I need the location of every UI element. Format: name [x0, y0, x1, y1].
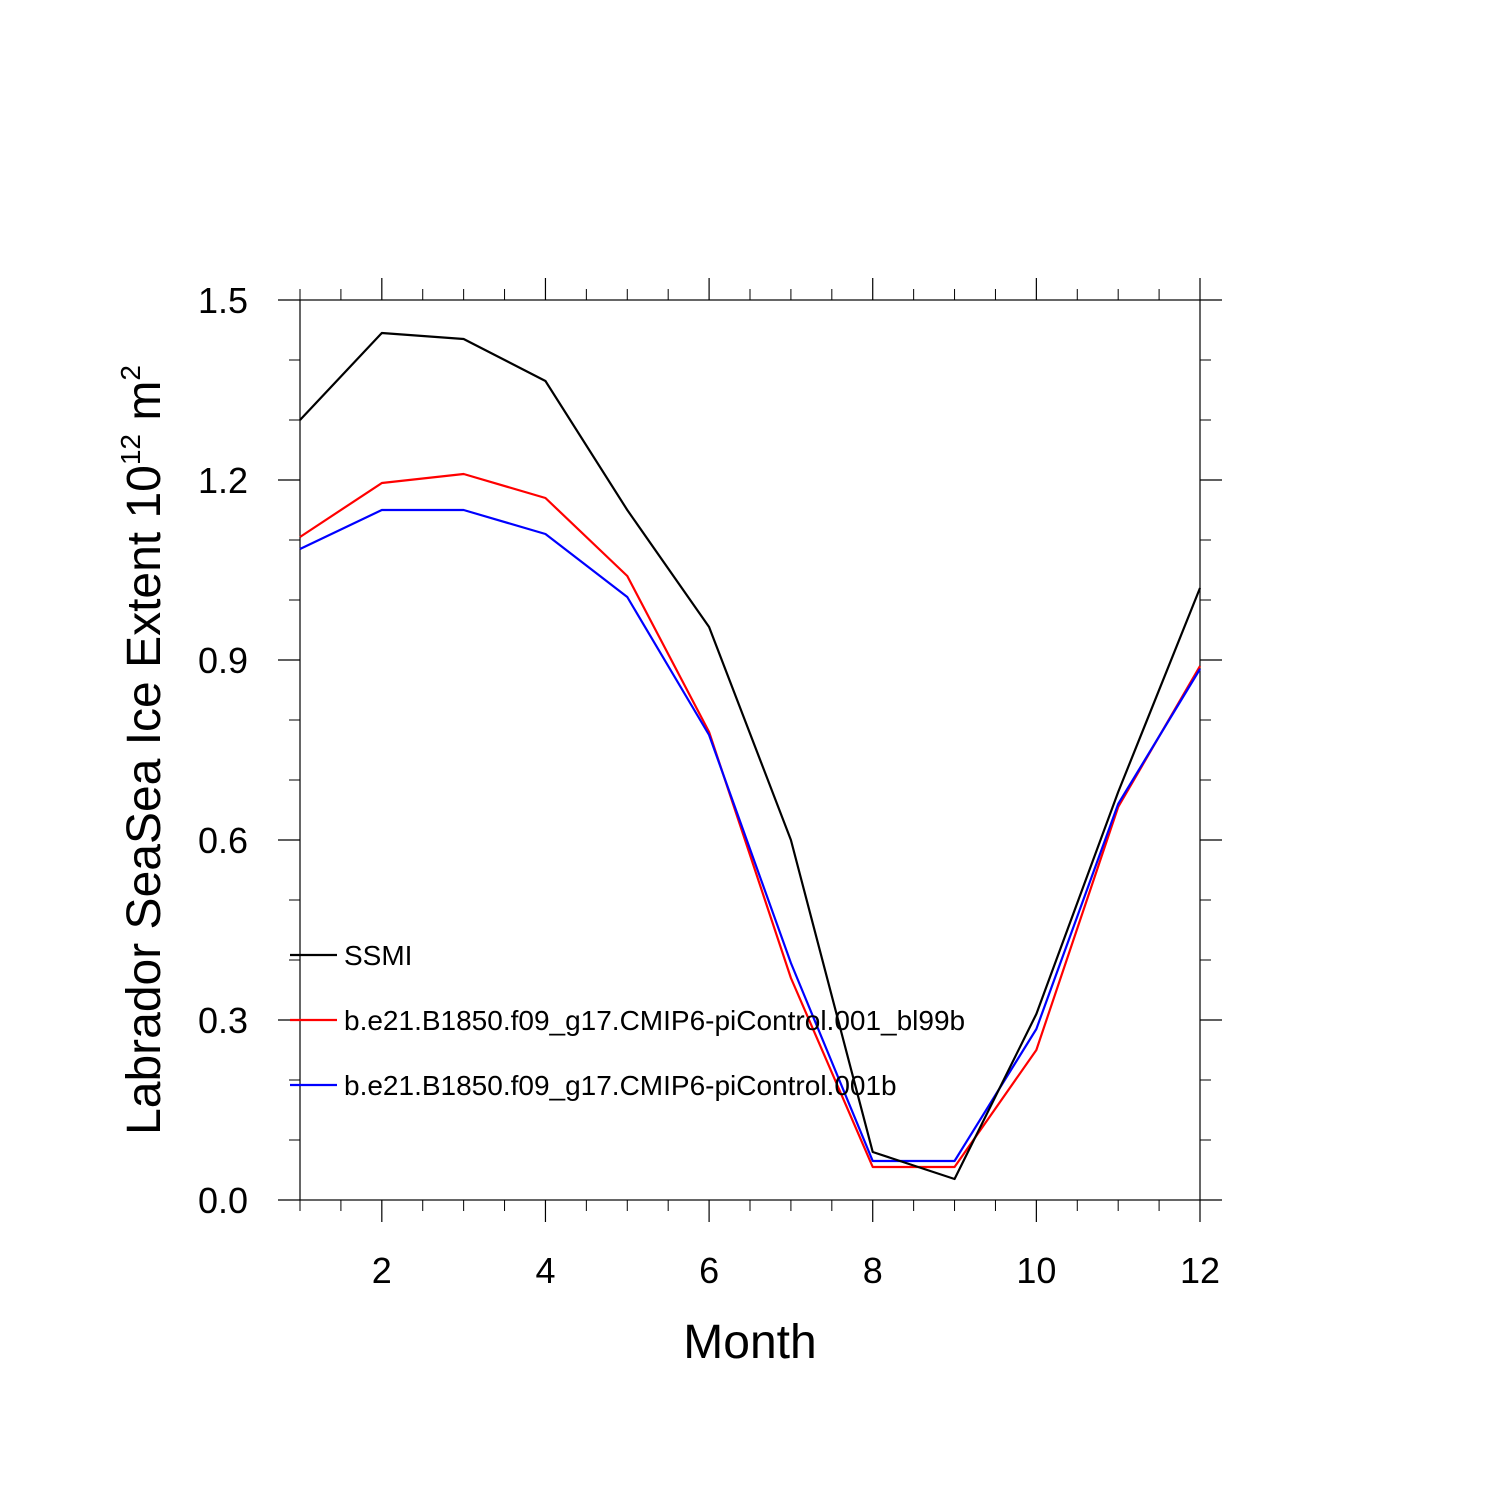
series-line-0 — [299, 331, 1202, 1181]
y-tick-label: 1.5 — [198, 280, 248, 321]
plot-frame — [299, 299, 1201, 1201]
x-tick-label: 4 — [535, 1250, 555, 1291]
series-lines — [299, 331, 1202, 1181]
y-tick-label: 1.2 — [198, 460, 248, 501]
series-line-1 — [299, 472, 1201, 1169]
y-axis-title-exponent: 12 — [115, 434, 146, 465]
x-tick-label: 10 — [1016, 1250, 1056, 1291]
y-tick-label: 0.6 — [198, 820, 248, 861]
series-line-2 — [299, 508, 1201, 1163]
legend-label: b.e21.B1850.f09_g17.CMIP6-piControl.001b — [344, 1070, 897, 1101]
y-axis-title-unit: m — [118, 381, 171, 434]
legend-label: b.e21.B1850.f09_g17.CMIP6-piControl.001_… — [344, 1005, 965, 1036]
x-tick-label: 6 — [699, 1250, 719, 1291]
x-axis-title: Month — [683, 1316, 816, 1369]
y-tick-label: 0.3 — [198, 1000, 248, 1041]
legend: SSMI b.e21.B1850.f09_g17.CMIP6-piControl.… — [290, 940, 965, 1101]
x-tick-label: 12 — [1180, 1250, 1220, 1291]
y-tick-label: 0.0 — [198, 1180, 248, 1221]
axis-ticks — [278, 278, 1222, 1222]
y-axis-title-text: Labrador SeaSea Ice Extent 10 — [118, 465, 171, 1135]
x-tick-label: 2 — [372, 1250, 392, 1291]
legend-label: SSMI — [344, 940, 412, 971]
x-tick-label: 8 — [863, 1250, 883, 1291]
y-axis-title: Labrador SeaSea Ice Extent 1012 m2 — [115, 365, 171, 1135]
y-axis-title-unit-exponent: 2 — [115, 365, 146, 381]
y-tick-label: 0.9 — [198, 640, 248, 681]
tick-labels: 0.0 0.3 0.6 0.9 1.2 1.5 2 4 6 8 10 12 — [198, 280, 1220, 1291]
